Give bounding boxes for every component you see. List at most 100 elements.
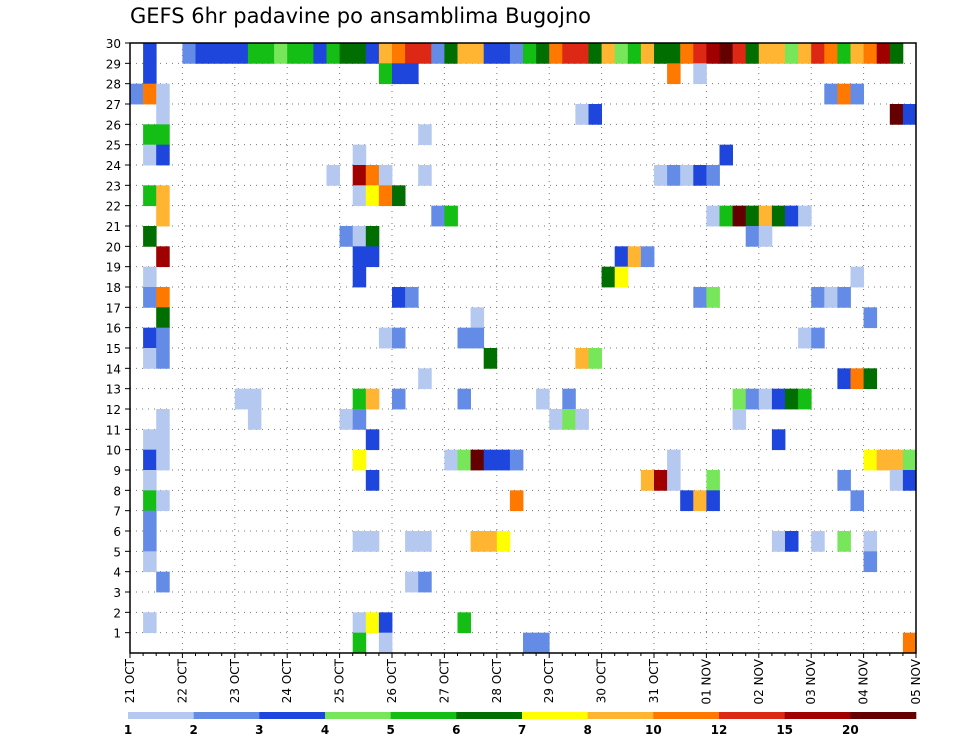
heatmap-cell [378,327,393,349]
heatmap-cell [378,612,393,634]
heatmap-cell [889,43,904,64]
y-axis-ticks: 1234567891011121314151617181920212223242… [106,37,130,641]
heatmap-cell [221,43,236,64]
heatmap-cell [143,63,157,85]
heatmap-cell [732,388,747,410]
heatmap-cell [889,104,904,125]
heatmap-cell [680,43,694,64]
heatmap-cell [824,83,838,105]
heatmap-cell [418,124,432,146]
heatmap-cell [523,632,537,654]
heatmap-cell [470,327,485,349]
heatmap-cell [457,43,471,64]
colorbar-label: 12 [711,723,728,737]
colorbar-label: 15 [776,723,793,737]
heatmap-cell [156,185,170,207]
y-tick-label: 22 [106,200,121,214]
heatmap-cell [483,348,498,369]
heatmap-cell [143,144,157,166]
colorbar-label: 4 [321,723,329,737]
colorbar-swatch [390,712,457,719]
heatmap-cell [706,470,720,491]
heatmap-cell [234,43,249,64]
colorbar-swatch [259,712,326,719]
heatmap-cell [247,409,262,430]
heatmap-cell [365,165,380,186]
colorbar-label: 7 [518,723,526,737]
y-tick-label: 13 [106,383,121,397]
heatmap-cell [732,205,747,227]
heatmap-cell [392,185,406,207]
colorbar-label: 1 [124,723,132,737]
heatmap-cell [889,449,904,471]
heatmap-cell [444,205,458,227]
heatmap-cell [667,449,681,471]
heatmap-cell [457,449,471,471]
heatmap-cell [418,165,432,186]
y-tick-label: 19 [106,261,121,275]
x-tick-label: 04 NOV [857,658,871,704]
heatmap-cell [405,63,419,85]
heatmap-cell [745,43,760,64]
heatmap-cell [667,43,681,64]
heatmap-cell [785,43,799,64]
heatmap-cell [156,246,170,268]
heatmap-cell [156,449,170,471]
heatmap-cell [352,144,367,166]
heatmap-cell [156,490,170,512]
heatmap-cell [837,531,851,552]
heatmap-cell [719,43,733,64]
heatmap-cell [352,266,367,288]
heatmap-cell [588,348,602,369]
heatmap-cell [247,388,262,410]
heatmap-cell [352,185,367,207]
x-tick-label: 29 OCT [542,658,556,703]
heatmap-cell [876,449,891,471]
heatmap-cell [143,83,157,105]
heatmap-cell [378,63,393,85]
heatmap-cell [706,43,720,64]
heatmap-cell [785,388,799,410]
y-tick-label: 10 [106,444,121,458]
heatmap-cell [693,490,707,512]
heatmap-cell [457,327,471,349]
heatmap-cell [143,287,157,308]
heatmap-cell [352,612,367,634]
heatmap-cell [365,388,380,410]
heatmap-cell [156,409,170,430]
y-tick-label: 11 [106,423,121,437]
heatmap-cell [208,43,223,64]
heatmap-cell [824,287,838,308]
colorbar-label: 10 [645,723,662,737]
heatmap-cell [863,531,878,552]
heatmap-cell [156,327,170,349]
heatmap-cell [902,449,917,471]
heatmap-cell [182,43,196,64]
heatmap-cell [287,43,301,64]
y-tick-label: 24 [106,159,121,173]
heatmap-cell [418,368,432,390]
heatmap-cell [640,43,655,64]
heatmap-cell [575,348,589,369]
heatmap-cell [483,449,498,471]
heatmap-cell [850,266,864,288]
heatmap-cell [130,83,144,105]
heatmap-cell [837,470,851,491]
heatmap-cell [143,43,157,64]
heatmap-cell [693,165,707,186]
x-tick-label: 05 NOV [909,658,923,704]
heatmap-cell [365,429,380,451]
heatmap-cell [457,612,471,634]
heatmap-cell [693,43,707,64]
heatmap-cell [850,83,864,105]
y-tick-label: 21 [106,220,121,234]
heatmap-cell [732,43,747,64]
heatmap-cell [444,449,458,471]
heatmap-cell [667,165,681,186]
heatmap-cell [785,205,799,227]
heatmap-cell [352,449,367,471]
heatmap-cell [706,165,720,186]
heatmap-cell [562,388,576,410]
heatmap-cell [601,266,616,288]
heatmap-cell [143,185,157,207]
